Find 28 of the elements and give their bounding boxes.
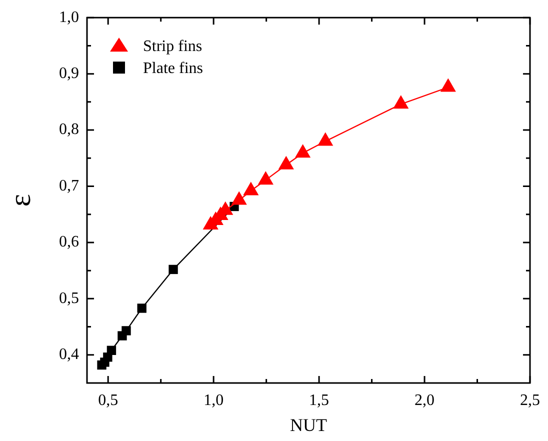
x-tick-label: 1,0 [204, 392, 224, 409]
point [122, 326, 131, 336]
x-tick-label: 1,5 [309, 392, 330, 409]
y-tick-label: 0,6 [59, 234, 79, 251]
y-tick-label: 1,0 [59, 8, 79, 26]
point [258, 171, 274, 185]
point [393, 95, 409, 109]
y-tick-label: 0,7 [59, 177, 79, 194]
x-axis-title: NUT [290, 414, 327, 435]
point [168, 264, 178, 274]
y-tick-label: 0,8 [59, 121, 79, 138]
x-tick-label: 0,5 [98, 392, 118, 409]
point [278, 156, 294, 170]
point [318, 132, 334, 146]
y-tick-label: 0,9 [59, 65, 79, 82]
x-tick-label: 2,5 [520, 392, 540, 409]
x-tick-label: 2,0 [414, 392, 435, 409]
point [440, 78, 456, 92]
point [231, 191, 247, 205]
point [137, 304, 146, 313]
y-tick-label: 0,5 [59, 290, 79, 307]
y-axis-title: ε [4, 194, 37, 207]
point [243, 182, 259, 196]
point [106, 346, 116, 355]
legend-label: Plate fins [143, 60, 203, 77]
legend-label: Strip fins [143, 38, 202, 55]
y-tick-label: 0,4 [59, 346, 79, 364]
point [295, 144, 311, 158]
